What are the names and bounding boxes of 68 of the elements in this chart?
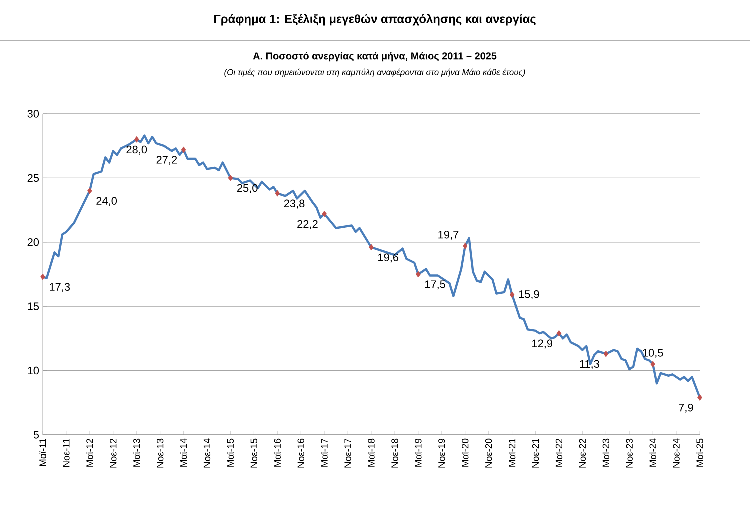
- x-tick-label: Μαϊ-13: [134, 438, 140, 467]
- x-tick-label: Μαϊ-17: [321, 438, 328, 467]
- x-tick-label: Νοε-11: [63, 438, 70, 468]
- point: [462, 243, 468, 250]
- point: [134, 136, 140, 143]
- data-label: 17,5: [425, 280, 446, 290]
- data-label: 15,9: [519, 290, 540, 300]
- x-tick-label: Νοε-19: [438, 438, 446, 468]
- x-tick-label: Νοε-16: [298, 438, 304, 468]
- x-tick-label: Μαϊ-24: [650, 438, 656, 467]
- data-label: 19,6: [378, 254, 399, 263]
- data-label: 27,2: [156, 156, 178, 166]
- x-tick-label: Νοε-15: [250, 438, 258, 468]
- x-tick-label: Μαϊ-19: [415, 438, 422, 467]
- data-label: 12,9: [532, 340, 553, 349]
- y-tick-label: 20: [28, 238, 40, 246]
- data-label: 19,7: [438, 230, 459, 240]
- data-label: 24,0: [96, 197, 118, 206]
- point: [87, 188, 92, 194]
- data-label: 10,5: [643, 349, 664, 358]
- data-label: 7,9: [679, 404, 694, 414]
- point: [228, 174, 234, 182]
- x-tick-label: Μαϊ-23: [602, 438, 610, 467]
- x-tick-label: Μαϊ-14: [180, 438, 188, 467]
- point: [416, 271, 421, 278]
- x-tick-label: Μαϊ-11: [40, 438, 46, 466]
- data-label: 22,2: [298, 220, 318, 230]
- data-label: 11,3: [580, 360, 600, 370]
- data-label: 25,0: [237, 184, 258, 194]
- point: [510, 292, 515, 298]
- x-tick-label: Νοε-23: [626, 438, 633, 468]
- data-label: 17,3: [50, 283, 70, 292]
- x-tick-label: Μαϊ-16: [274, 438, 282, 467]
- x-tick-label: Μαϊ-20: [462, 438, 469, 467]
- y-tick-label: 10: [28, 366, 40, 375]
- x-tick-label: Μαϊ-15: [227, 438, 234, 467]
- x-tick-label: Νοε-18: [392, 438, 398, 468]
- x-tick-label: Νοε-17: [344, 438, 352, 468]
- x-tick-label: Νοε-12: [110, 438, 117, 468]
- y-tick-label: 5: [34, 431, 40, 439]
- x-tick-label: Μαϊ-12: [86, 438, 94, 467]
- x-tick-label: Νοε-24: [673, 438, 680, 468]
- point: [275, 190, 280, 197]
- data-label: 23,8: [284, 200, 305, 209]
- point: [698, 394, 702, 401]
- x-tick-label: Μαϊ-25: [696, 438, 704, 467]
- x-tick-label: Μαϊ-18: [368, 438, 375, 467]
- point: [604, 350, 609, 358]
- y-tick-label: 30: [28, 110, 40, 118]
- point: [322, 210, 328, 218]
- text: (Οι τιμές που σημειώνονται στη καμπύλη αναφέρονται στο μήνα Μάιο κάθε έτους): [224, 68, 526, 78]
- point: [40, 274, 46, 280]
- x-tick-label: Νοε-21: [532, 438, 540, 468]
- x-tick-label: Νοε-14: [204, 438, 211, 468]
- x-tick-label: Νοε-22: [579, 438, 586, 468]
- chart-subtitle: Α. Ποσοστό ανεργίας κατά μήνα, Μάιος 2011 – 2025: [253, 52, 497, 62]
- data-label: 28,0: [126, 146, 148, 155]
- y-tick-label: 15: [28, 302, 40, 310]
- x-tick-label: Νοε-20: [485, 438, 492, 468]
- x-tick-label: Νοε-13: [156, 438, 164, 468]
- point: [369, 244, 374, 251]
- point: [181, 146, 186, 154]
- x-tick-label: Μαϊ-22: [556, 438, 563, 467]
- point: [556, 330, 562, 337]
- point: [650, 361, 656, 368]
- x-tick-label: Μαϊ-21: [508, 438, 516, 467]
- chart-title: Γράφημα 1: Εξέλιξη μεγεθών απασχόλησης και ανεργίας: [214, 14, 536, 26]
- y-tick-label: 25: [28, 174, 40, 182]
